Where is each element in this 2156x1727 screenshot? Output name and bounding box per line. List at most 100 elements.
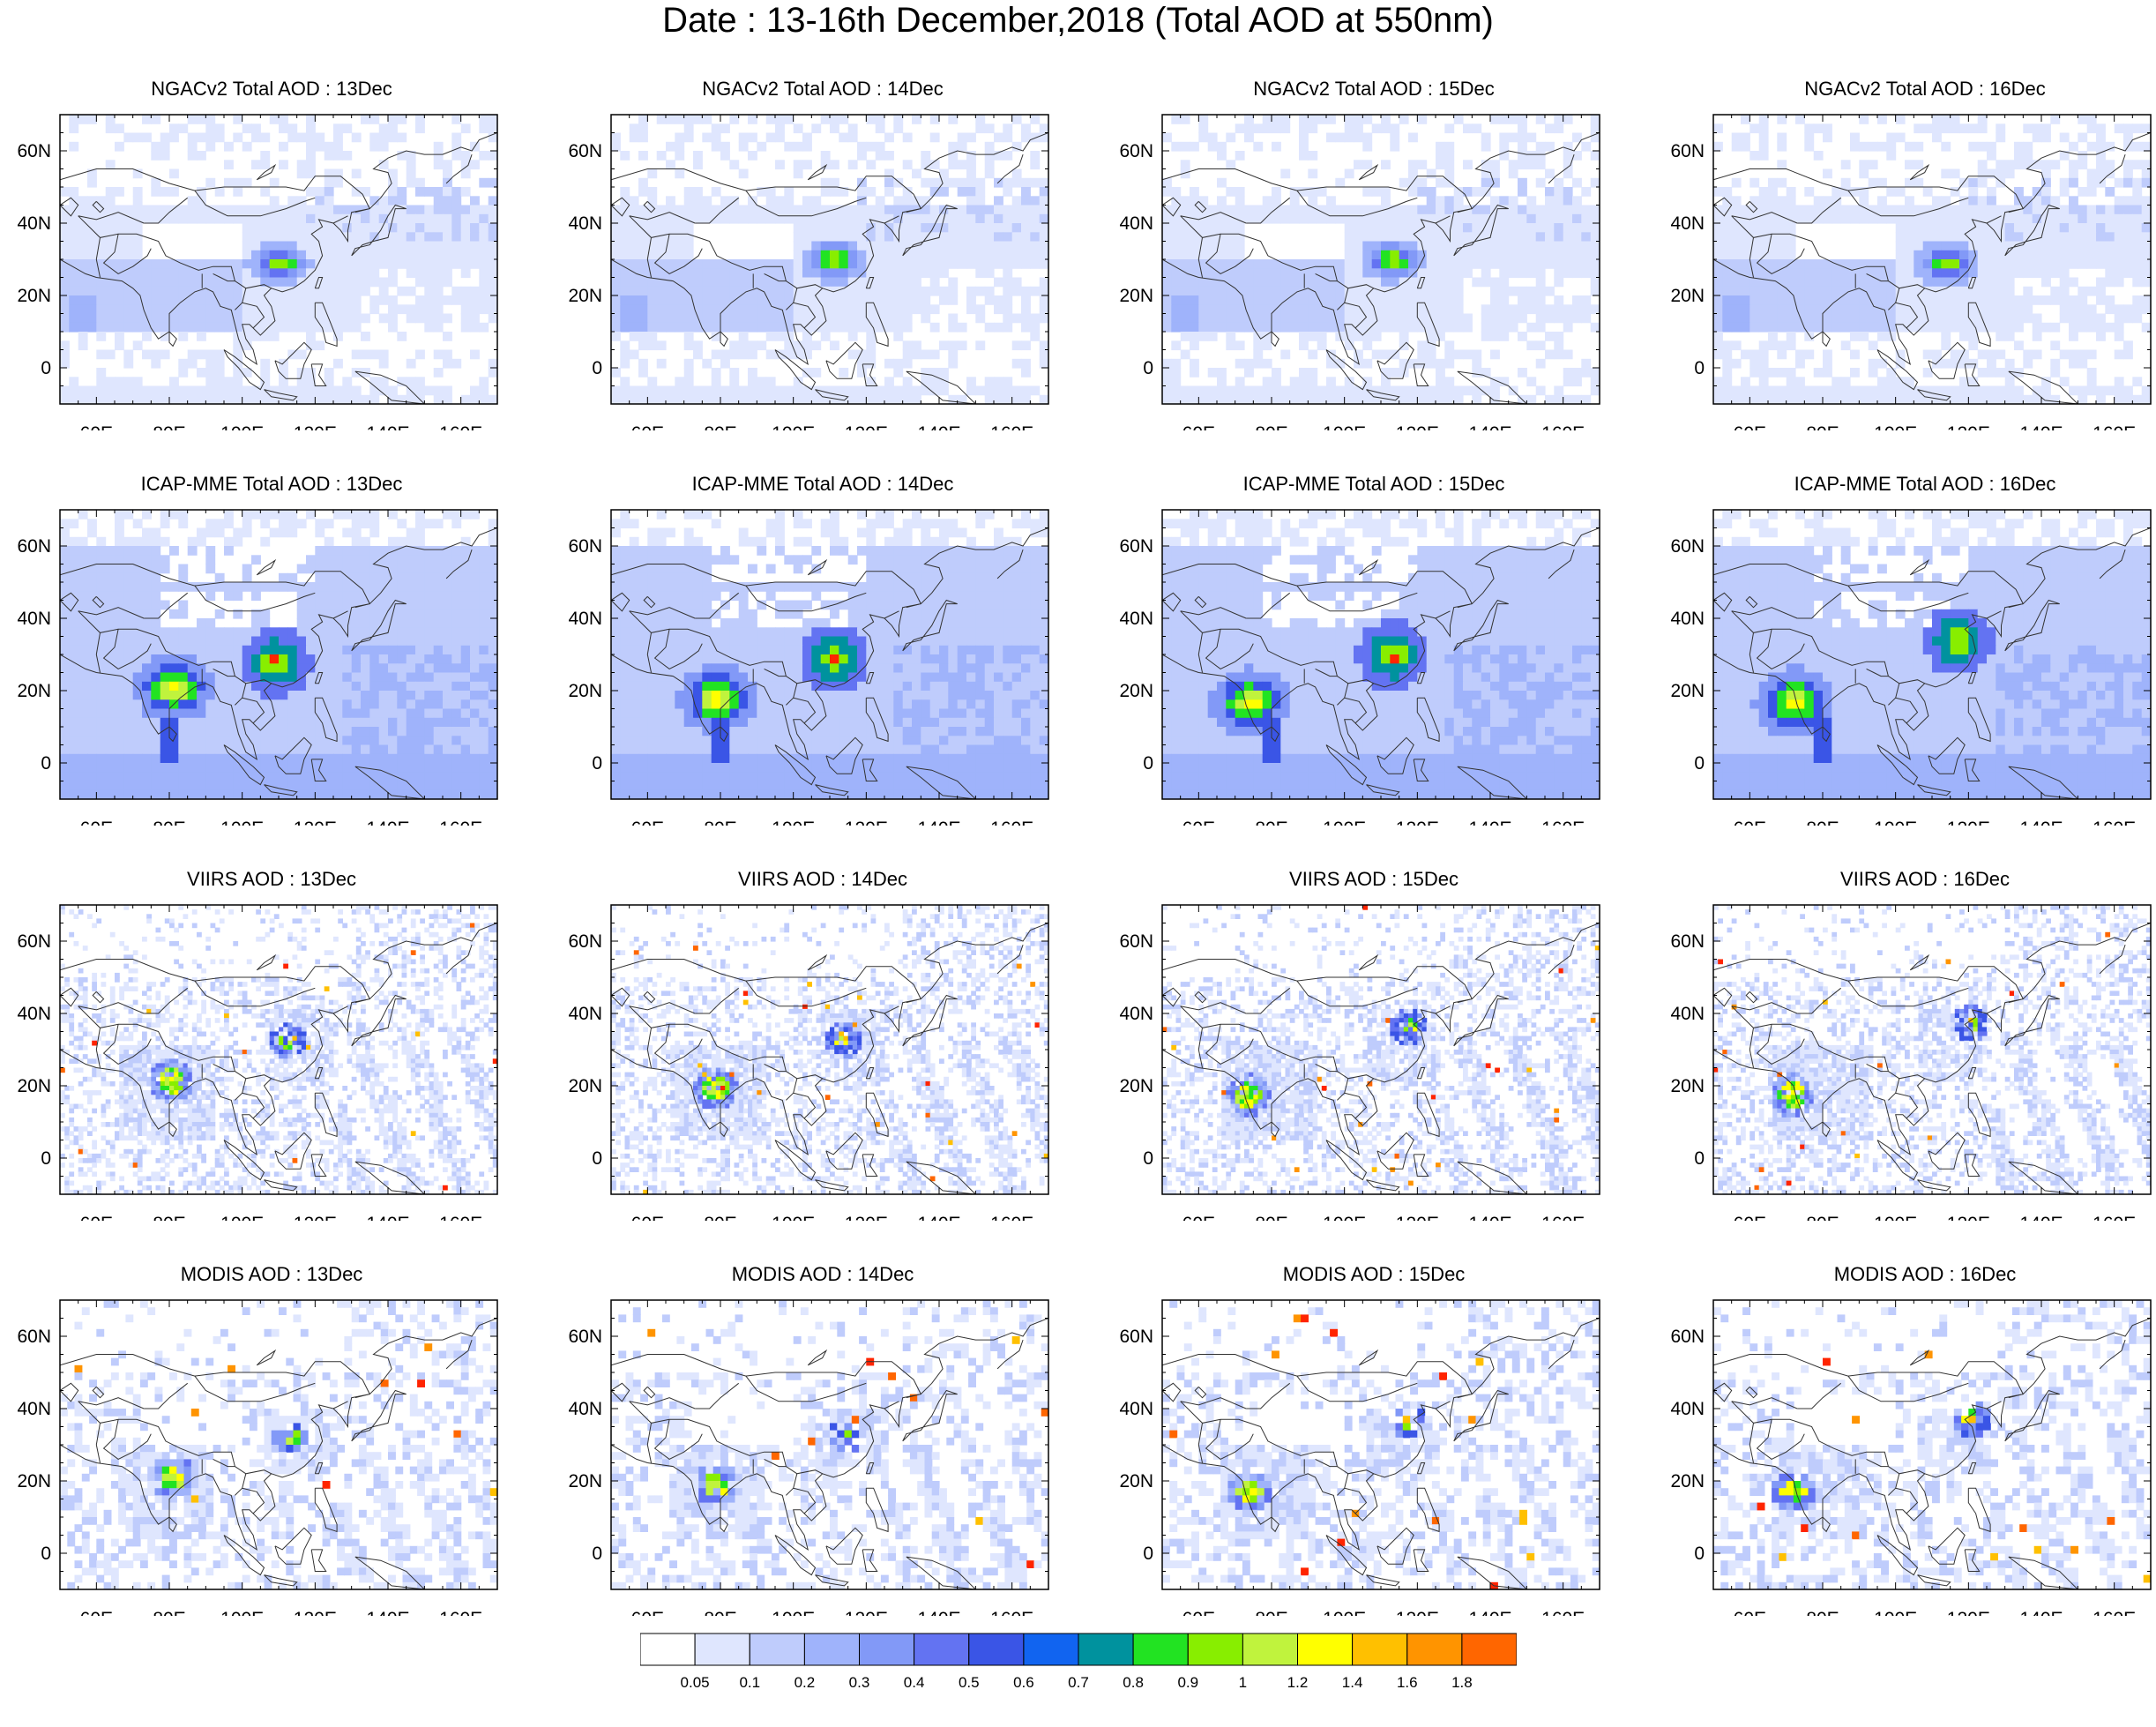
coastline [168, 1516, 177, 1533]
x-tick-label: 160E [2093, 423, 2136, 430]
coastline [2004, 599, 2060, 652]
coastline [314, 277, 324, 289]
coastline [862, 1154, 878, 1177]
country-border [695, 197, 740, 224]
country-border [144, 987, 189, 1014]
country-border [1315, 273, 1338, 282]
x-tick-label: 80E [704, 1609, 736, 1616]
coastline [223, 1140, 265, 1181]
coastline [274, 736, 312, 774]
y-tick-label: 60N [17, 536, 51, 557]
country-border [95, 632, 101, 673]
coastline [1453, 994, 1509, 1047]
x-tick-label: 60E [80, 1609, 113, 1616]
coastline [996, 153, 1024, 184]
y-tick-label: 0 [41, 1544, 51, 1564]
country-border [332, 215, 348, 224]
y-tick-label: 20N [1119, 286, 1153, 306]
coastline [1909, 558, 1930, 576]
x-tick-label: 120E [1947, 1609, 1990, 1616]
coastline [2008, 1556, 2079, 1589]
country-border [629, 1002, 696, 1014]
x-tick-label: 60E [80, 1214, 113, 1221]
country-border [1337, 1092, 1346, 1101]
aod-map: 60E 80E 100E 120E 140E 160E 60N 40N 20N 0 [17, 509, 498, 826]
colorbar-swatch [694, 1633, 750, 1666]
coastline [1413, 1154, 1429, 1177]
country-border [235, 302, 243, 310]
coastline [1909, 163, 1930, 181]
country-border [213, 668, 235, 677]
aod-field [611, 905, 1048, 1194]
coastline [92, 1387, 105, 1399]
country-border [144, 197, 189, 224]
coastline [2004, 1389, 2060, 1442]
country-border [1180, 607, 1247, 619]
country-border [1344, 1473, 1368, 1514]
y-tick-label: 0 [41, 753, 51, 774]
map-panel: 60E 80E 100E 120E 140E 160E 60N 40N 20N 0 ICAP-MME… [16, 473, 527, 826]
coastline [1917, 1574, 1951, 1587]
colorbar-label: 0.9 [1161, 1674, 1214, 1692]
x-tick-label: 60E [1734, 1609, 1766, 1616]
coastline [1967, 672, 1977, 684]
colorbar-label: 1 [1216, 1674, 1269, 1692]
y-tick-label: 0 [41, 358, 51, 378]
country-border [102, 234, 152, 274]
coastline [1928, 736, 1966, 774]
aod-field [1713, 115, 2151, 404]
coastline [351, 994, 407, 1047]
country-border [629, 212, 696, 224]
panel-title: ICAP-MME Total AOD : 15Dec [1118, 473, 1630, 496]
coastline [815, 389, 849, 401]
x-tick-label: 80E [704, 423, 736, 430]
panel-title: NGACv2 Total AOD : 16Dec [1669, 78, 2156, 101]
country-border [1986, 1006, 2002, 1014]
x-tick-label: 120E [845, 423, 888, 430]
y-tick-label: 0 [1694, 1544, 1705, 1564]
country-border [332, 1006, 348, 1014]
map-panel: 60E 80E 100E 120E 140E 160E 60N 40N 20N 0 NGACv2 T… [567, 78, 1078, 430]
country-border [1847, 1375, 1969, 1402]
panel-title: ICAP-MME Total AOD : 13Dec [16, 473, 527, 496]
coastline [1967, 277, 1977, 289]
coastline [1876, 1140, 1919, 1181]
colorbar-label: 0.3 [833, 1674, 886, 1692]
coastline [256, 558, 277, 576]
x-tick-label: 160E [990, 1609, 1033, 1616]
coastline [996, 1339, 1024, 1370]
x-tick-label: 100E [772, 1214, 815, 1221]
country-border [745, 190, 867, 217]
country-border [1180, 1397, 1247, 1409]
coastline [2004, 994, 2060, 1047]
y-tick-label: 20N [568, 1076, 602, 1096]
colorbar-label: 1.8 [1436, 1674, 1488, 1692]
country-border [793, 1078, 817, 1119]
x-tick-label: 80E [1806, 1214, 1839, 1221]
y-tick-label: 0 [1143, 358, 1153, 378]
y-tick-label: 40N [17, 1004, 51, 1024]
coastline [774, 349, 817, 391]
coastline [906, 370, 977, 404]
country-border [194, 585, 316, 612]
coastline [60, 132, 497, 366]
coastline [611, 527, 1048, 761]
coastline [825, 341, 863, 379]
country-border [194, 1375, 316, 1402]
coastline [1457, 1556, 1528, 1589]
coastline [223, 744, 265, 786]
x-tick-label: 60E [1182, 1214, 1215, 1221]
coastline [1453, 1389, 1509, 1442]
coastline [1964, 363, 1981, 386]
x-tick-label: 60E [1734, 423, 1766, 430]
coastline [1325, 744, 1368, 786]
country-border [653, 234, 703, 274]
colorbar-swatch [1187, 1633, 1243, 1666]
country-border [78, 1397, 145, 1409]
coastline [351, 599, 407, 652]
colorbar-swatch [803, 1633, 860, 1666]
country-border [1205, 629, 1254, 669]
coastline [1194, 1387, 1207, 1399]
country-border [102, 629, 152, 669]
coastline [1713, 1318, 2151, 1551]
